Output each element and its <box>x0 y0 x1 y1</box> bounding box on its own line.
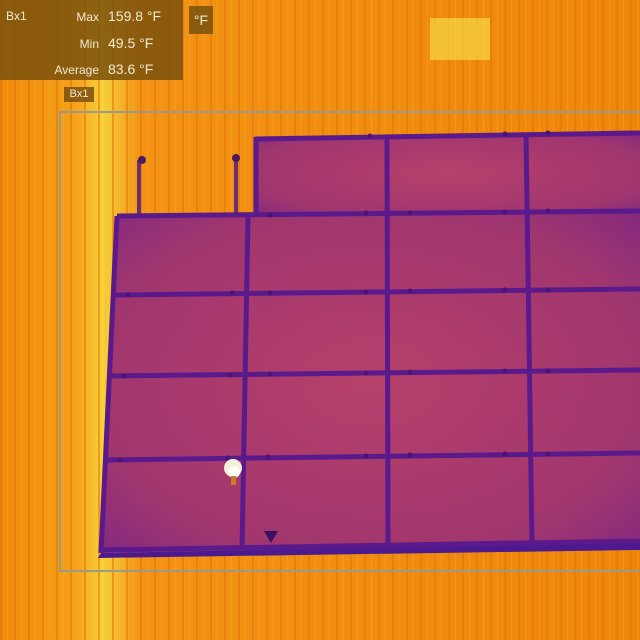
min-value: 49.5 °F <box>108 35 154 51</box>
mounting-posts <box>137 154 240 218</box>
max-label: Max <box>76 10 99 24</box>
measurement-box-name: Bx1 <box>6 9 27 23</box>
temperature-unit-button[interactable]: °F <box>189 6 213 34</box>
measurement-box-tag[interactable]: Bx1 <box>64 87 94 102</box>
max-value: 159.8 °F <box>108 8 162 24</box>
average-row: Average 83.6 °F <box>0 61 183 83</box>
average-label: Average <box>54 63 99 77</box>
junction-box <box>264 531 278 543</box>
min-row: Min 49.5 °F <box>0 35 183 57</box>
average-value: 83.6 °F <box>108 61 154 77</box>
hot-spot-cell <box>224 459 242 485</box>
measurement-panel: Bx1 Max 159.8 °F Min 49.5 °F Average 83.… <box>0 0 183 80</box>
measurement-box-outline[interactable] <box>59 111 640 572</box>
hot-spot-top <box>430 18 490 60</box>
max-row: Max 159.8 °F <box>0 8 183 30</box>
min-label: Min <box>79 37 99 51</box>
